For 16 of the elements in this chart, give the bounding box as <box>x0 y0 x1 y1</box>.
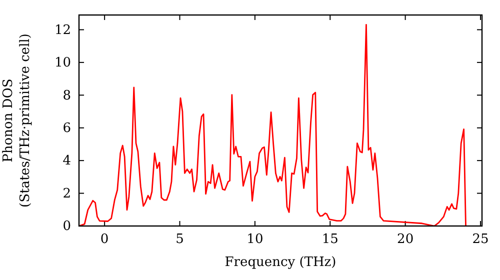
x-tick-label: 5 <box>176 232 184 248</box>
y-tick-label: 2 <box>62 186 71 202</box>
x-tick-label: 0 <box>100 232 109 248</box>
x-axis-title: Frequency (THz) <box>224 255 336 270</box>
y-tick-label: 8 <box>62 88 71 104</box>
x-tick-label: 20 <box>397 232 414 248</box>
y-tick-label: 4 <box>62 154 71 169</box>
x-tick-label: 25 <box>472 232 489 248</box>
y-tick-label: 6 <box>62 121 71 136</box>
line-series <box>79 24 466 226</box>
x-tick-label: 10 <box>246 232 264 248</box>
y-tick-label: 12 <box>54 22 71 38</box>
y-axis-title: Phonon DOS (States/THz·primitive cell) <box>1 33 33 208</box>
x-tick-label: 15 <box>322 232 338 248</box>
y-tick-label: 10 <box>54 56 71 71</box>
y-tick-label: 0 <box>62 219 71 234</box>
